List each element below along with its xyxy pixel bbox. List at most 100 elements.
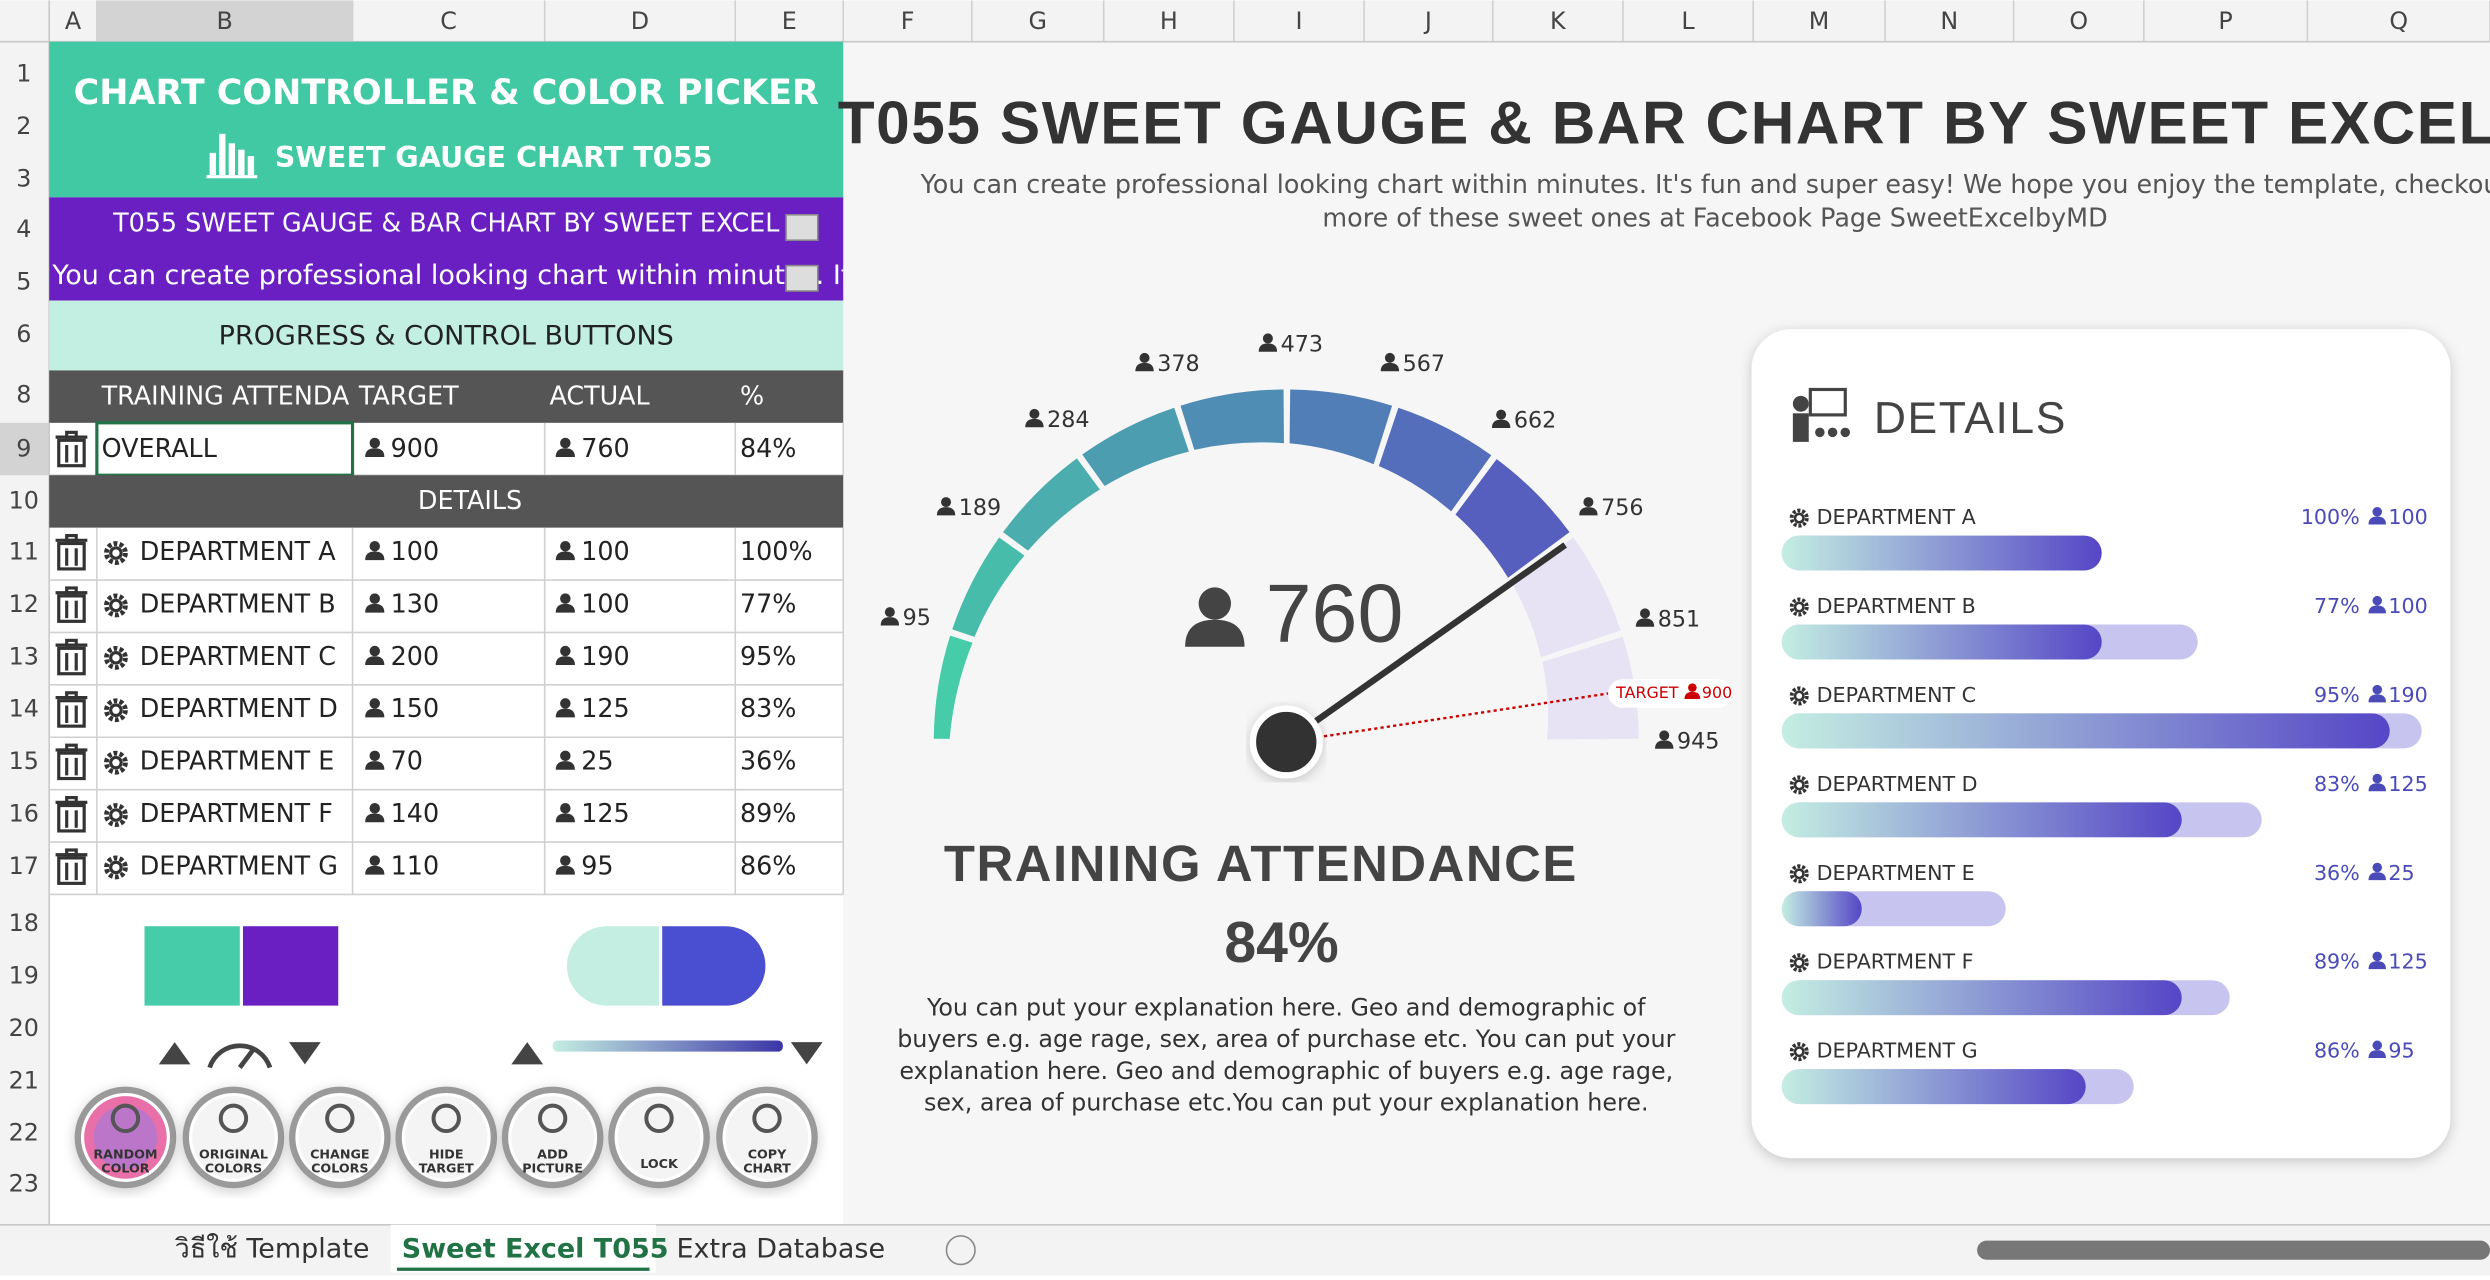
delete-icon[interactable]: [55, 533, 88, 571]
target-badge: [1608, 679, 1733, 708]
delete-icon[interactable]: [55, 691, 88, 728]
icon-part: [365, 813, 385, 823]
icon-part: [109, 860, 123, 875]
selected-row: [0, 422, 50, 476]
details-percent: 95%: [2314, 683, 2360, 707]
icon-part: [1793, 1046, 1805, 1058]
row-header: 22: [9, 1119, 39, 1147]
presenter-icon: [1792, 413, 1809, 442]
sheet-tab[interactable]: วิธีใช้ Template: [175, 1233, 370, 1265]
add-sheet[interactable]: [945, 1235, 976, 1266]
color-swatch[interactable]: [242, 926, 339, 1006]
icon-part: [104, 750, 128, 775]
gauge-tick-label: 284: [1047, 407, 1089, 433]
color-pill[interactable]: [566, 926, 660, 1006]
icon-part: [57, 438, 86, 468]
active-tab[interactable]: [390, 1224, 656, 1273]
gauge-segment: [1082, 407, 1189, 487]
icon-part: [1583, 497, 1594, 508]
delete-icon[interactable]: [55, 638, 88, 676]
slider[interactable]: [552, 1040, 783, 1052]
up-arrow[interactable]: [511, 1042, 544, 1065]
icon-part: [1659, 730, 1670, 741]
gauge-segment: [1289, 389, 1393, 465]
gauge-tick-label: 756: [1601, 495, 1643, 521]
icon-part: [365, 551, 385, 561]
scrollbar[interactable]: [1977, 1240, 2490, 1260]
person-icon: [1025, 408, 1044, 428]
icon-part: [1793, 779, 1805, 791]
delete-icon[interactable]: [55, 796, 88, 833]
person-icon: [365, 698, 385, 718]
gauge-segment: [1455, 459, 1570, 578]
kpi-value: 84%: [1224, 911, 1338, 975]
icon-part: [1640, 608, 1651, 619]
gauge-tick-label: 473: [1281, 332, 1323, 358]
row-header: 20: [9, 1014, 39, 1042]
presenter-icon: [1808, 387, 1847, 417]
icon-part: [1793, 957, 1805, 969]
table-cell: 190: [581, 641, 629, 671]
color-pill[interactable]: [662, 926, 766, 1006]
gear-icon: [1789, 953, 1809, 973]
sheet-tab[interactable]: Sweet Excel T055: [402, 1234, 669, 1265]
gauge-segment: [1542, 636, 1639, 740]
icon-part: [57, 594, 86, 623]
column-header: H: [1160, 7, 1178, 35]
target-label: TARGET: [1615, 683, 1679, 702]
button-label: HIDE: [429, 1146, 464, 1161]
down-arrow[interactable]: [289, 1042, 321, 1065]
gauge-segment: [952, 537, 1025, 637]
person-icon: [2368, 595, 2386, 614]
details-name: DEPARTMENT F: [1817, 950, 1974, 974]
column-header: L: [1681, 7, 1695, 35]
details-percent: 83%: [2314, 772, 2360, 796]
sheet-tab[interactable]: Extra Database: [676, 1234, 885, 1265]
table-cell: DEPARTMENT C: [140, 641, 336, 671]
icon-part: [369, 750, 381, 762]
column-header: B: [217, 7, 233, 35]
icon-part: [109, 651, 123, 665]
section-bg: [49, 300, 844, 371]
icon-part: [104, 698, 128, 723]
person-icon: [365, 540, 385, 561]
person-icon: [555, 437, 575, 457]
icon-part: [369, 698, 381, 709]
icon-part: [109, 755, 123, 770]
down-arrow[interactable]: [790, 1042, 823, 1065]
column-header: P: [2218, 7, 2232, 35]
delete-icon[interactable]: [55, 430, 88, 468]
delete-icon[interactable]: [55, 586, 88, 623]
explanation: sex, area of purchase etc.You can put yo…: [924, 1089, 1649, 1117]
icon-part: [365, 448, 385, 457]
chart-icon: [209, 152, 216, 176]
icon-part: [104, 593, 128, 618]
column-header: M: [1809, 7, 1830, 35]
icon-part: [369, 540, 381, 552]
button-face: [93, 1105, 158, 1170]
person-icon: [1635, 608, 1655, 627]
color-swatch[interactable]: [144, 926, 240, 1006]
icon-part: [560, 698, 571, 709]
presenter-icon: [1840, 427, 1851, 438]
table-cell: 89%: [740, 798, 796, 828]
delete-icon[interactable]: [55, 848, 88, 885]
person-icon: [1491, 409, 1511, 428]
delete-icon[interactable]: [55, 743, 88, 781]
icon-part: [1793, 690, 1805, 702]
control-button[interactable]: LOCK: [608, 1086, 710, 1189]
up-arrow[interactable]: [158, 1042, 191, 1065]
icon-part: [560, 855, 571, 866]
title-cell-bg: [49, 197, 844, 301]
details-percent: 86%: [2314, 1039, 2360, 1063]
table-cell: 86%: [740, 850, 796, 880]
person-icon: [555, 645, 575, 665]
actual-bar: [1781, 1069, 2086, 1105]
